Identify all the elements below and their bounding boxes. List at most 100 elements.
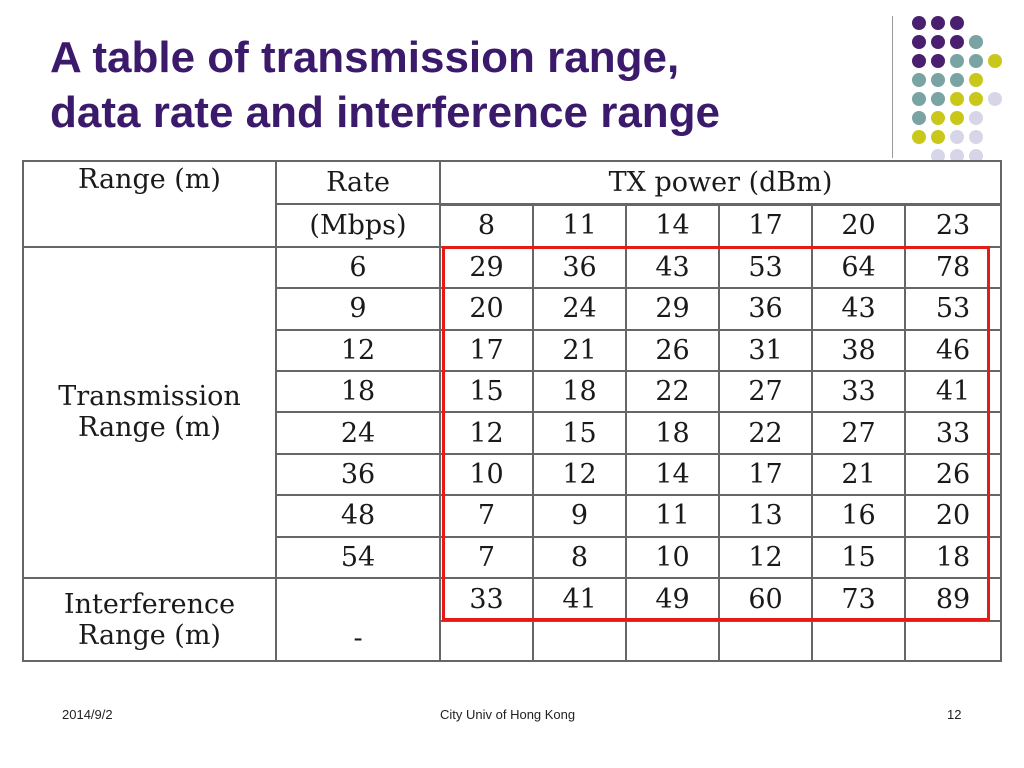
table-row: 24 12 15 18 22 27 33 — [23, 411, 1003, 455]
dot-icon — [950, 149, 964, 163]
rate-cell: 12 — [275, 328, 441, 373]
range-cell: 16 — [811, 494, 906, 538]
range-cell: 17 — [439, 328, 534, 373]
dot-icon — [931, 73, 945, 87]
range-cell: 53 — [903, 287, 1003, 331]
range-cell: 36 — [532, 245, 627, 290]
range-cell: 64 — [811, 245, 906, 290]
range-cell: 24 — [532, 287, 627, 331]
range-cell: 18 — [625, 411, 720, 455]
range-cell: 20 — [439, 287, 534, 331]
dot-icon — [950, 130, 964, 144]
header-rate: Rate — [275, 159, 441, 206]
dot-icon — [969, 111, 983, 125]
rate-cell: 48 — [275, 494, 441, 538]
dot-icon — [969, 35, 983, 49]
range-cell: 22 — [625, 370, 720, 414]
empty-cell — [811, 619, 906, 663]
dot-icon — [912, 73, 926, 87]
range-cell: 33 — [811, 370, 906, 414]
range-cell: 15 — [811, 535, 906, 580]
range-cell: 13 — [718, 494, 813, 538]
dot-icon — [931, 111, 945, 125]
range-cell: 7 — [439, 535, 534, 580]
table-row: 48 7 9 11 13 16 20 — [23, 494, 1003, 538]
dot-icon — [969, 92, 983, 106]
dot-icon — [931, 16, 945, 30]
range-cell: 18 — [532, 370, 627, 414]
range-cell: 43 — [811, 287, 906, 331]
dot-icon — [988, 54, 1002, 68]
dot-icon — [912, 35, 926, 49]
dot-icon — [912, 111, 926, 125]
footer-page-number: 12 — [947, 707, 962, 722]
range-cell: 17 — [718, 452, 813, 497]
dot-icon — [988, 92, 1002, 106]
transmission-range-label: Transmission Range (m) — [22, 245, 277, 580]
tx-power-header: 14 — [625, 203, 720, 248]
interference-cell: 60 — [718, 577, 813, 622]
range-table-image: Range (m) Rate TX power (dBm) (Mbps) 8 1… — [22, 159, 1003, 663]
range-cell: 14 — [625, 452, 720, 497]
dot-icon — [950, 35, 964, 49]
dot-icon — [950, 73, 964, 87]
range-cell: 36 — [718, 287, 813, 331]
range-cell: 27 — [718, 370, 813, 414]
tx-power-header: 23 — [903, 203, 1003, 248]
range-cell: 41 — [903, 370, 1003, 414]
rate-cell: 24 — [275, 411, 441, 455]
table-row: Interference Range (m) - 33 41 49 60 73 … — [22, 577, 1003, 662]
range-cell: 78 — [903, 245, 1003, 290]
slide-title: A table of transmission range, data rate… — [50, 30, 850, 140]
interference-cell: 41 — [532, 577, 627, 622]
dot-icon — [912, 54, 926, 68]
interference-rate-cell: - — [275, 577, 441, 662]
range-cell: 27 — [811, 411, 906, 455]
range-cell: 46 — [903, 328, 1003, 373]
tx-power-header: 11 — [532, 203, 627, 248]
decorative-divider — [892, 16, 893, 158]
range-cell: 15 — [532, 411, 627, 455]
header-tx-power: TX power (dBm) — [438, 159, 1003, 206]
dot-icon — [912, 16, 926, 30]
range-cell: 12 — [532, 452, 627, 497]
header-range: Range (m) — [22, 160, 277, 248]
tx-power-header: 17 — [718, 203, 813, 248]
dot-icon — [969, 73, 983, 87]
dot-icon — [912, 92, 926, 106]
range-cell: 38 — [811, 328, 906, 373]
table-row: 9 20 24 29 36 43 53 — [23, 287, 1003, 331]
empty-cell — [439, 619, 534, 663]
interference-cell: 73 — [811, 577, 906, 622]
rate-cell: 18 — [275, 370, 441, 414]
footer-date: 2014/9/2 — [62, 707, 113, 722]
range-cell: 33 — [903, 411, 1003, 455]
empty-cell — [903, 619, 1003, 663]
empty-cell — [625, 619, 720, 663]
dot-icon — [950, 54, 964, 68]
dot-icon — [931, 35, 945, 49]
dot-icon — [931, 92, 945, 106]
range-cell: 7 — [439, 494, 534, 538]
range-cell: 21 — [532, 328, 627, 373]
interference-cell: 33 — [439, 577, 534, 622]
dot-icon — [931, 149, 945, 163]
dot-icon — [969, 130, 983, 144]
dot-icon — [950, 92, 964, 106]
range-cell: 8 — [532, 535, 627, 580]
range-cell: 12 — [718, 535, 813, 580]
slide-title-line-2: data rate and interference range — [50, 88, 721, 137]
range-cell: 26 — [903, 452, 1003, 497]
table-row — [23, 619, 1003, 663]
dot-icon — [969, 54, 983, 68]
dot-icon — [931, 54, 945, 68]
table-row: 36 10 12 14 17 21 26 — [23, 452, 1003, 497]
range-cell: 12 — [439, 411, 534, 455]
interference-cell: 89 — [903, 577, 1003, 622]
table-row: 18 15 18 22 27 33 41 — [23, 370, 1003, 414]
rate-cell: 54 — [275, 535, 441, 580]
table-row: 12 17 21 26 31 38 46 — [23, 328, 1003, 373]
range-cell: 22 — [718, 411, 813, 455]
range-cell: 11 — [625, 494, 720, 538]
range-cell: 18 — [903, 535, 1003, 580]
